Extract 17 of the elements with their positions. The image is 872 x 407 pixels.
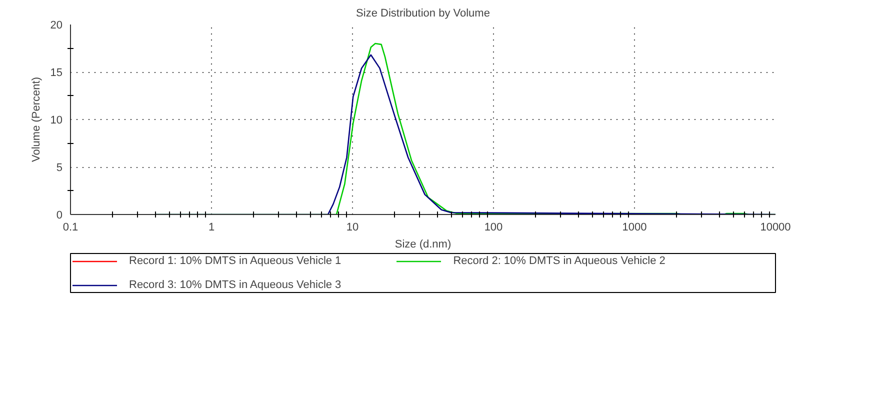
legend-label: Record 2: 10% DMTS in Aqueous Vehicle 2 (453, 255, 666, 267)
y-axis-title: Volume (Percent) (30, 77, 42, 162)
x-tick-label: 1 (208, 222, 215, 234)
y-tick-label: 5 (56, 162, 63, 174)
y-tick-label: 0 (56, 210, 63, 222)
y-tick-label: 20 (50, 20, 63, 32)
x-tick-label: 0.1 (62, 222, 78, 234)
x-axis-title: Size (d.nm) (394, 238, 452, 250)
legend-label: Record 3: 10% DMTS in Aqueous Vehicle 3 (129, 279, 342, 291)
x-tick-label: 10000 (760, 222, 791, 234)
x-tick-label: 100 (484, 222, 503, 234)
chart-title: Size Distribution by Volume (356, 8, 490, 20)
x-tick-label: 1000 (622, 222, 647, 234)
x-tick-label: 10 (346, 222, 359, 234)
y-tick-label: 10 (50, 114, 63, 126)
legend-label: Record 1: 10% DMTS in Aqueous Vehicle 1 (129, 255, 342, 267)
y-tick-label: 15 (50, 67, 63, 79)
